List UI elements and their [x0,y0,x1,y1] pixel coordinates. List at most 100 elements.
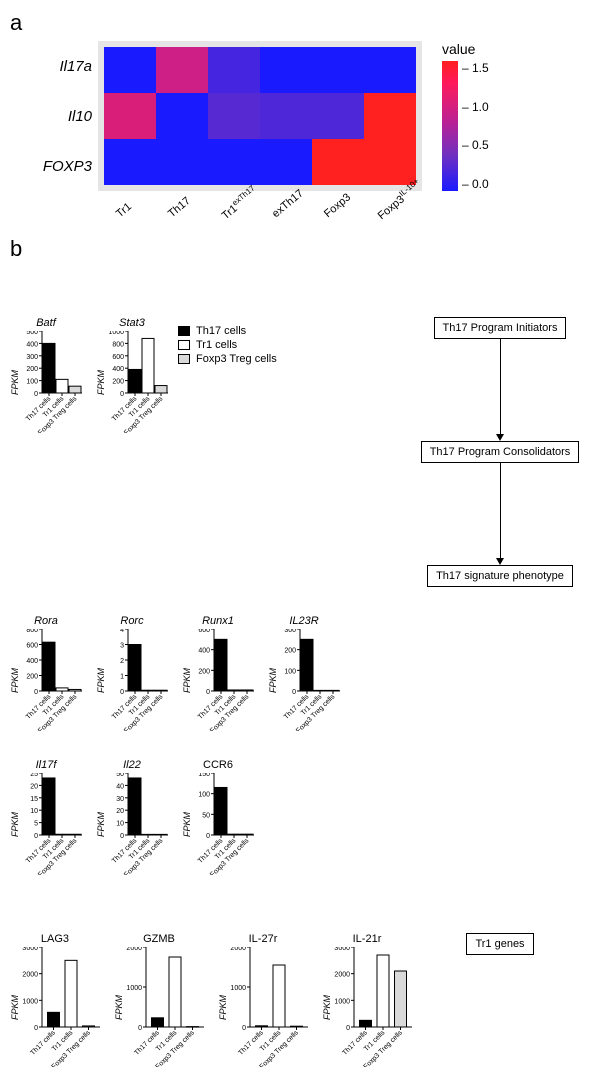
chart-title: Rorc [96,615,168,627]
heatmap-cell [364,47,416,93]
svg-text:Th17 cells: Th17 cells [341,1029,369,1057]
colorbar: value – 1.5– 1.0– 0.5– 0.0 [442,41,489,191]
mini-chart: Stat3FPKM02004006008001000Th17 cellsTr1 … [96,317,168,433]
flow-box: Th17 Program Consolidators [421,441,580,463]
svg-text:0: 0 [34,391,38,398]
svg-text:0: 0 [34,689,38,696]
svg-text:15: 15 [30,795,38,802]
chart-title: CCR6 [182,759,254,771]
chart-title: Stat3 [96,317,168,329]
chart-title: IL-21r [322,933,412,945]
heatmap-row-label: Il10 [40,108,92,125]
mini-chart: Il17fFPKM0510152025Th17 cellsTr1 cellsFo… [10,759,82,875]
svg-text:300: 300 [26,353,38,360]
svg-text:100: 100 [284,668,296,675]
chart-title: GZMB [114,933,204,945]
panel-a: Il17a Il10 FOXP3 value – 1.5– 1.0– 0.5– 0.… [40,41,590,206]
flow-diagram: Th17 Program Initiators Th17 Program Cons… [420,317,580,587]
svg-text:200: 200 [284,647,296,654]
bar-chart-svg: 050100150Th17 cellsTr1 cellsFoxp3 Treg c… [192,773,260,875]
chart-title: Il22 [96,759,168,771]
svg-text:100: 100 [26,378,38,385]
svg-text:400: 400 [26,341,38,348]
svg-text:0: 0 [206,833,210,840]
colorbar-title: value [442,41,489,57]
svg-text:200: 200 [112,378,124,385]
heatmap-cell [104,139,156,185]
svg-text:400: 400 [26,658,38,665]
bar-chart-svg: 02004006008001000Th17 cellsTr1 cellsFoxp… [106,331,174,433]
svg-text:600: 600 [112,353,124,360]
heatmap-cell [312,47,364,93]
panel-b-label: b [10,236,590,262]
flow-arrow [496,339,504,441]
heatmap-cell [312,93,364,139]
svg-text:1000: 1000 [334,998,350,1005]
bar-chart-svg: 0100020003000Th17 cellsTr1 cellsFoxp3 Tr… [332,947,418,1067]
mini-chart: CCR6FPKM050100150Th17 cellsTr1 cellsFoxp… [182,759,254,875]
legend-swatch [178,354,190,364]
svg-text:0: 0 [34,1025,38,1032]
svg-text:200: 200 [26,673,38,680]
flow-box: Th17 signature phenotype [427,565,573,587]
mini-chart: LAG3FPKM0100020003000Th17 cellsTr1 cells… [10,933,100,1067]
bar-chart-svg: 0100020003000Th17 cellsTr1 cellsFoxp3 Tr… [20,947,106,1067]
bar-chart-svg: 01234Th17 cellsTr1 cellsFoxp3 Treg cells [106,629,174,731]
svg-text:Th17 cells: Th17 cells [237,1029,265,1057]
heatmap-cell [260,139,312,185]
svg-text:0: 0 [34,833,38,840]
svg-text:0: 0 [206,689,210,696]
bar-chart-svg: 0510152025Th17 cellsTr1 cellsFoxp3 Treg … [20,773,88,875]
mini-chart: RoraFPKM0200400600800Th17 cellsTr1 cells… [10,615,82,731]
svg-text:2: 2 [120,658,124,665]
y-axis-label: FPKM [10,331,20,433]
y-axis-label: FPKM [96,629,106,731]
svg-text:Th17 cells: Th17 cells [29,1029,57,1057]
y-axis-label: FPKM [218,947,228,1067]
heatmap-cell [104,47,156,93]
mini-chart: Il22FPKM01020304050Th17 cellsTr1 cellsFo… [96,759,168,875]
flow-box: Tr1 genes [466,933,533,955]
heatmap-cell [260,93,312,139]
svg-text:0: 0 [242,1025,246,1032]
heatmap-row-label: FOXP3 [40,158,92,175]
chart-title: Runx1 [182,615,254,627]
svg-text:Th17 cells: Th17 cells [133,1029,161,1057]
y-axis-label: FPKM [10,629,20,731]
y-axis-label: FPKM [182,629,192,731]
svg-text:0: 0 [120,391,124,398]
bar-chart-svg: 0200400600800Th17 cellsTr1 cellsFoxp3 Tr… [20,629,88,731]
svg-text:10: 10 [116,820,124,827]
legend-swatch [178,326,190,336]
svg-text:2000: 2000 [334,971,350,978]
heatmap-cell [104,93,156,139]
y-axis-label: FPKM [10,773,20,875]
svg-text:20: 20 [116,808,124,815]
heatmap-col-labels: Tr1Th17Tr1exTh17exTh17Foxp3Foxp3IL-10+ [98,191,590,206]
svg-text:20: 20 [30,783,38,790]
svg-text:400: 400 [112,366,124,373]
svg-text:200: 200 [198,668,210,675]
heatmap-cell [208,93,260,139]
svg-text:40: 40 [116,783,124,790]
heatmap-cell [364,139,416,185]
svg-text:150: 150 [198,773,210,778]
chart-title: Rora [10,615,82,627]
svg-text:4: 4 [120,629,124,634]
heatmap-row-label: Il17a [40,58,92,75]
legend-label: Foxp3 Treg cells [196,353,277,365]
panel-a-label: a [10,10,590,36]
mini-chart: IL-21rFPKM0100020003000Th17 cellsTr1 cel… [322,933,412,1067]
legend-label: Th17 cells [196,325,246,337]
svg-text:800: 800 [26,629,38,634]
chart-title: IL-27r [218,933,308,945]
heatmap-cell [312,139,364,185]
bar-chart-svg: 010002000Th17 cellsTr1 cellsFoxp3 Treg c… [124,947,210,1067]
svg-text:25: 25 [30,773,38,778]
svg-text:600: 600 [198,629,210,634]
flow-box: Th17 Program Initiators [434,317,567,339]
svg-text:0: 0 [346,1025,350,1032]
svg-text:1000: 1000 [108,331,124,336]
mini-chart: IL23RFPKM0100200300Th17 cellsTr1 cellsFo… [268,615,340,731]
heatmap-cell [364,93,416,139]
